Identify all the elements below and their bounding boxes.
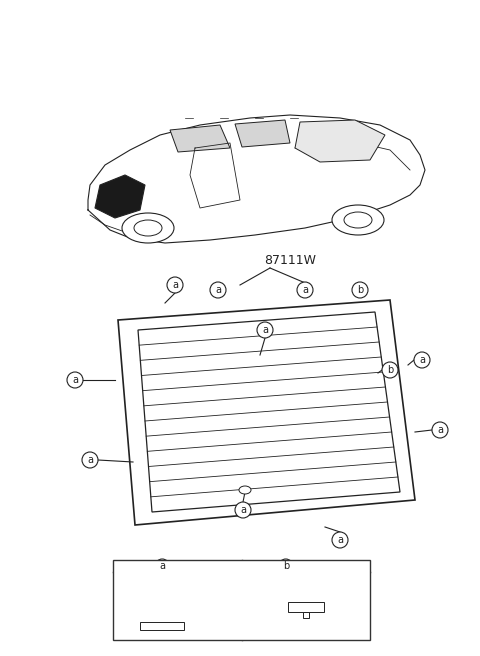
Text: b: b <box>357 285 363 295</box>
Polygon shape <box>95 175 145 218</box>
Polygon shape <box>235 120 290 147</box>
Text: a: a <box>262 325 268 335</box>
Text: a: a <box>419 355 425 365</box>
Polygon shape <box>138 312 400 512</box>
Ellipse shape <box>344 212 372 228</box>
Bar <box>113 560 370 640</box>
Text: a: a <box>159 561 165 571</box>
Text: a: a <box>87 455 93 465</box>
Polygon shape <box>295 120 385 162</box>
Circle shape <box>257 322 273 338</box>
Bar <box>303 612 309 618</box>
Text: b: b <box>387 365 393 375</box>
Bar <box>140 622 184 630</box>
Ellipse shape <box>134 220 162 236</box>
Circle shape <box>352 282 368 298</box>
Text: a: a <box>215 285 221 295</box>
Circle shape <box>279 559 293 573</box>
Circle shape <box>235 502 251 518</box>
Circle shape <box>210 282 226 298</box>
Ellipse shape <box>122 213 174 243</box>
Circle shape <box>167 277 183 293</box>
Text: 86121A: 86121A <box>154 593 191 603</box>
Circle shape <box>155 559 169 573</box>
Polygon shape <box>170 125 230 152</box>
Text: a: a <box>302 285 308 295</box>
Text: a: a <box>72 375 78 385</box>
Circle shape <box>332 532 348 548</box>
Circle shape <box>414 352 430 368</box>
Circle shape <box>67 372 83 388</box>
Circle shape <box>432 422 448 438</box>
Text: a: a <box>172 280 178 290</box>
Text: a: a <box>437 425 443 435</box>
Ellipse shape <box>239 486 251 494</box>
Circle shape <box>382 362 398 378</box>
Text: a: a <box>337 535 343 545</box>
Text: b: b <box>283 561 289 571</box>
Text: a: a <box>240 505 246 515</box>
Circle shape <box>82 452 98 468</box>
Text: 86124D: 86124D <box>153 603 192 613</box>
Circle shape <box>297 282 313 298</box>
Text: 87111W: 87111W <box>264 253 316 266</box>
Text: 87864: 87864 <box>299 561 332 571</box>
Bar <box>288 602 324 612</box>
Ellipse shape <box>332 205 384 235</box>
Polygon shape <box>118 300 415 525</box>
